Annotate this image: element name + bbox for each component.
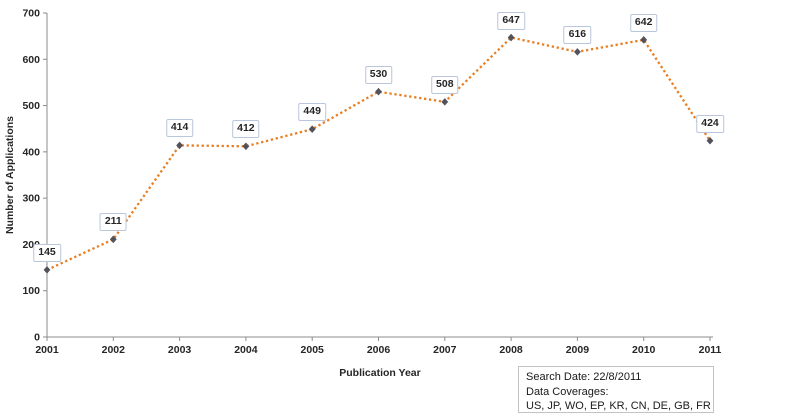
data-label: 616 [563, 25, 592, 44]
y-tick-label: 600 [22, 54, 40, 66]
x-tick-label: 2010 [632, 344, 656, 356]
y-tick-label: 500 [22, 100, 40, 112]
data-coverages-list: US, JP, WO, EP, KR, CN, DE, GB, FR [526, 400, 711, 412]
data-point-marker [706, 136, 714, 145]
x-tick-label: 2009 [566, 344, 590, 356]
data-point-marker [507, 33, 515, 42]
data-label: 424 [696, 114, 724, 133]
y-tick-label: 0 [34, 332, 40, 344]
x-tick-label: 2002 [102, 344, 126, 356]
data-label: 508 [431, 75, 459, 94]
x-tick-label: 2003 [168, 344, 192, 356]
y-tick-label: 400 [22, 146, 40, 158]
y-tick-label: 100 [22, 285, 40, 297]
data-coverages-label: Data Coverages: [526, 385, 609, 398]
data-point-marker [109, 235, 117, 244]
x-tick-label: 2007 [433, 344, 457, 356]
data-point-marker [375, 87, 382, 96]
x-axis-title: Publication Year [339, 367, 421, 379]
data-point-marker [441, 98, 449, 106]
y-tick-label: 700 [22, 8, 40, 20]
x-tick-label: 2001 [35, 344, 59, 356]
x-tick-label: 2008 [499, 344, 523, 356]
data-point-marker [43, 266, 51, 274]
data-label: 211 [99, 213, 127, 232]
x-tick-label: 2005 [301, 344, 325, 356]
data-point-marker [242, 142, 250, 151]
data-point-marker [574, 48, 581, 56]
data-label: 530 [364, 65, 393, 84]
x-tick-label: 2011 [699, 344, 722, 356]
data-point-marker [640, 36, 648, 44]
search-date-text: Search Date: 22/8/2011 [526, 371, 642, 383]
info-box: Search Date: 22/8/2011 Data Coverages: U… [518, 366, 714, 413]
data-label: 647 [497, 11, 525, 30]
data-label: 145 [33, 243, 61, 262]
data-point-marker [176, 141, 183, 150]
x-tick-label: 2006 [367, 344, 391, 356]
data-label: 449 [298, 103, 326, 122]
data-label: 642 [629, 13, 658, 32]
y-axis-title: Number of Applications [4, 115, 16, 235]
data-label: 412 [232, 120, 260, 139]
data-label: 414 [165, 119, 194, 138]
data-point-marker [308, 125, 316, 133]
x-tick-label: 2004 [234, 344, 258, 356]
y-tick-label: 300 [22, 193, 40, 205]
